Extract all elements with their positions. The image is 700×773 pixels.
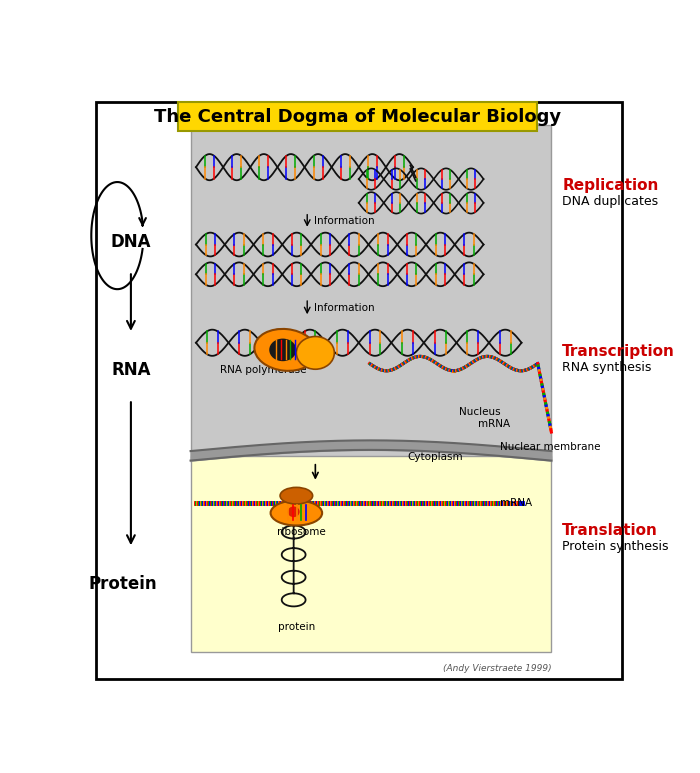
Ellipse shape xyxy=(254,329,316,371)
Text: Transcription: Transcription xyxy=(562,344,675,359)
Text: Replication: Replication xyxy=(562,178,659,192)
Text: The Central Dogma of Molecular Biology: The Central Dogma of Molecular Biology xyxy=(153,107,561,125)
Text: ribosome: ribosome xyxy=(277,527,326,537)
Text: RNA: RNA xyxy=(111,360,150,379)
Text: Information: Information xyxy=(314,303,375,313)
Text: protein: protein xyxy=(278,622,315,632)
Text: RNA polymerase: RNA polymerase xyxy=(220,365,307,375)
Text: DNA: DNA xyxy=(111,233,151,250)
Text: mRNA: mRNA xyxy=(478,419,510,429)
Text: Protein synthesis: Protein synthesis xyxy=(562,540,668,553)
Text: Information: Information xyxy=(314,216,375,226)
Text: mRNA: mRNA xyxy=(500,499,532,509)
Ellipse shape xyxy=(288,506,300,517)
FancyBboxPatch shape xyxy=(96,102,622,679)
Text: Cytoplasm: Cytoplasm xyxy=(407,452,463,462)
Ellipse shape xyxy=(270,339,296,361)
Text: Translation: Translation xyxy=(562,523,658,538)
Text: (Andy Vierstraete 1999): (Andy Vierstraete 1999) xyxy=(442,664,552,673)
Text: Nuclear membrane: Nuclear membrane xyxy=(500,442,601,452)
Text: DNA duplicates: DNA duplicates xyxy=(562,195,658,208)
Text: Protein: Protein xyxy=(88,575,157,593)
FancyBboxPatch shape xyxy=(190,125,552,461)
Ellipse shape xyxy=(280,488,313,504)
Text: Nucleus: Nucleus xyxy=(459,407,500,417)
Ellipse shape xyxy=(296,336,335,369)
Text: RNA synthesis: RNA synthesis xyxy=(562,361,652,374)
FancyBboxPatch shape xyxy=(178,102,537,131)
Ellipse shape xyxy=(271,500,322,526)
FancyBboxPatch shape xyxy=(190,456,552,652)
